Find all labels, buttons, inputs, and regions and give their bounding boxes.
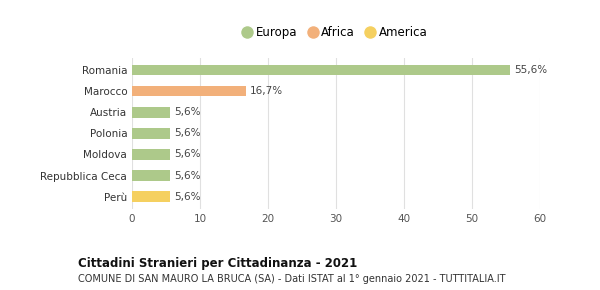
- Bar: [132, 128, 170, 139]
- Text: COMUNE DI SAN MAURO LA BRUCA (SA) - Dati ISTAT al 1° gennaio 2021 - TUTTITALIA.I: COMUNE DI SAN MAURO LA BRUCA (SA) - Dati…: [78, 274, 505, 284]
- Text: 5,6%: 5,6%: [174, 192, 200, 202]
- Bar: [132, 86, 245, 97]
- Bar: [132, 107, 170, 117]
- Bar: [132, 170, 170, 181]
- Text: 55,6%: 55,6%: [514, 65, 547, 75]
- Legend: Europa, Africa, America: Europa, Africa, America: [240, 22, 432, 44]
- Text: 5,6%: 5,6%: [174, 171, 200, 181]
- Text: Cittadini Stranieri per Cittadinanza - 2021: Cittadini Stranieri per Cittadinanza - 2…: [78, 257, 357, 270]
- Bar: [132, 191, 170, 202]
- Bar: [132, 65, 510, 75]
- Text: 5,6%: 5,6%: [174, 149, 200, 160]
- Text: 16,7%: 16,7%: [250, 86, 283, 96]
- Text: 5,6%: 5,6%: [174, 107, 200, 117]
- Text: 5,6%: 5,6%: [174, 128, 200, 138]
- Bar: [132, 149, 170, 160]
